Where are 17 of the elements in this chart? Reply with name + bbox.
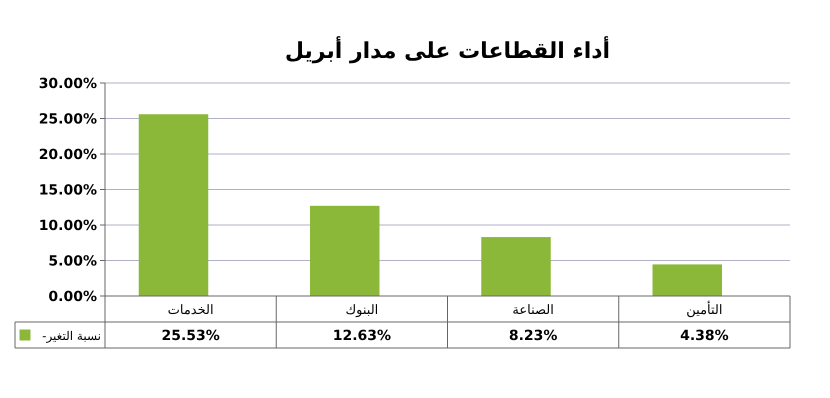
- chart-title: أداء القطاعات على مدار أبريل: [284, 36, 610, 64]
- y-tick-label: 20.00%: [38, 147, 97, 163]
- y-tick-label: 0.00%: [48, 289, 97, 305]
- data-label: 12.63%: [332, 328, 392, 344]
- data-label: 25.53%: [161, 328, 220, 344]
- x-tick-label: الصناعة: [512, 303, 554, 318]
- x-tick-label: الخدمات: [168, 303, 214, 318]
- y-tick-label: 30.00%: [38, 76, 97, 92]
- data-label: 4.38%: [680, 328, 729, 344]
- y-tick-label: 5.00%: [48, 254, 97, 270]
- y-tick-label: 10.00%: [38, 218, 97, 234]
- y-tick-label: 25.00%: [38, 112, 97, 128]
- legend-label: نسبة التغير-: [42, 329, 101, 343]
- x-tick-label: البنوك: [345, 303, 378, 318]
- y-tick-label: 15.00%: [38, 182, 97, 198]
- x-tick-label: التأمين: [686, 300, 722, 318]
- data-label: 8.23%: [508, 328, 558, 344]
